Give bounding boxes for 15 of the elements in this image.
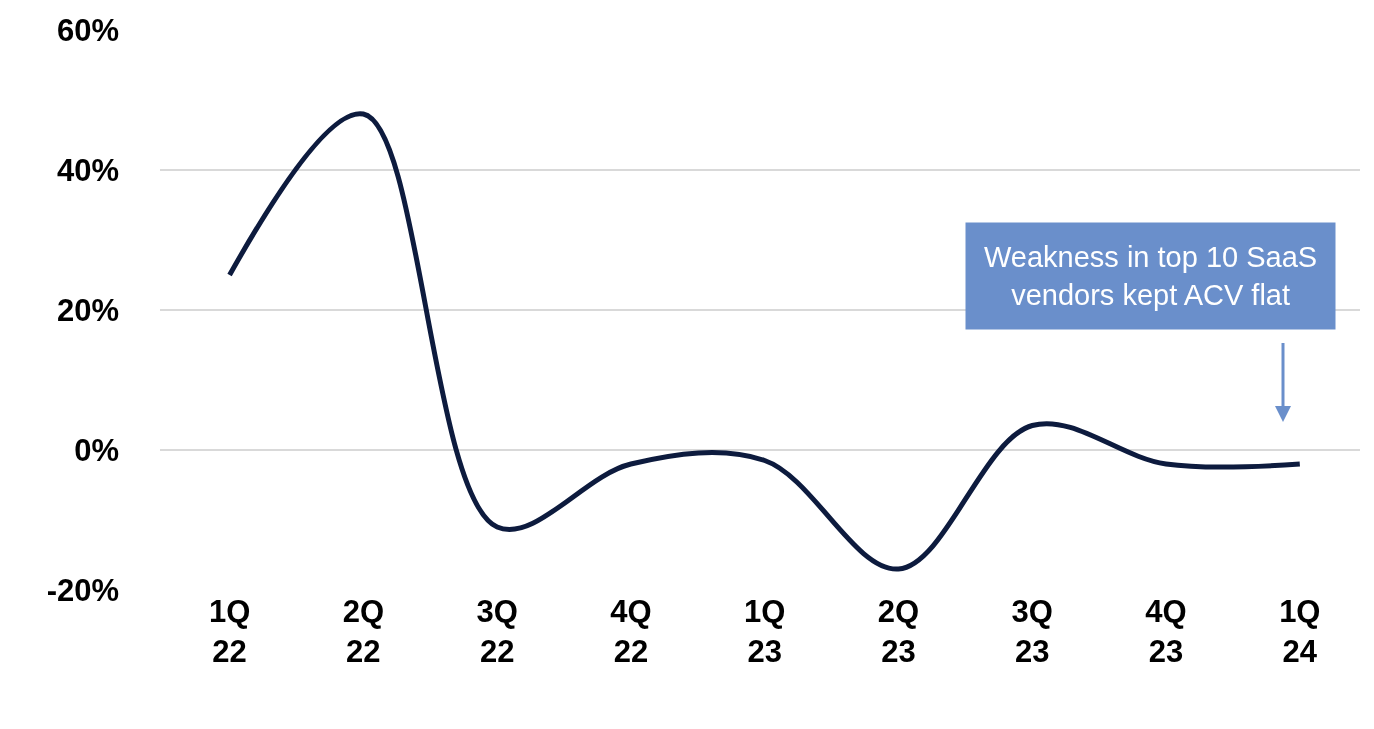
y-tick-label: 0%: [74, 432, 119, 468]
x-tick-label: 3Q 22: [476, 594, 518, 670]
x-tick-label: 1Q 22: [208, 594, 251, 670]
x-tick-label: 3Q 23: [1011, 594, 1053, 670]
y-tick-label: 40%: [56, 152, 119, 188]
x-tick-label: 2Q 23: [877, 594, 920, 670]
y-tick-label: 60%: [56, 12, 119, 48]
x-tick-label: 4Q 22: [610, 594, 652, 670]
y-tick-label: 20%: [56, 292, 119, 328]
x-tick-label: 1Q 24: [1279, 594, 1321, 670]
y-tick-label: -20%: [46, 572, 119, 608]
x-tick-label: 2Q 22: [342, 594, 385, 670]
x-tick-label: 1Q 23: [744, 594, 786, 670]
annotation: Weakness in top 10 SaaS vendors kept ACV flat: [984, 241, 1318, 311]
x-tick-label: 4Q 23: [1145, 594, 1187, 670]
